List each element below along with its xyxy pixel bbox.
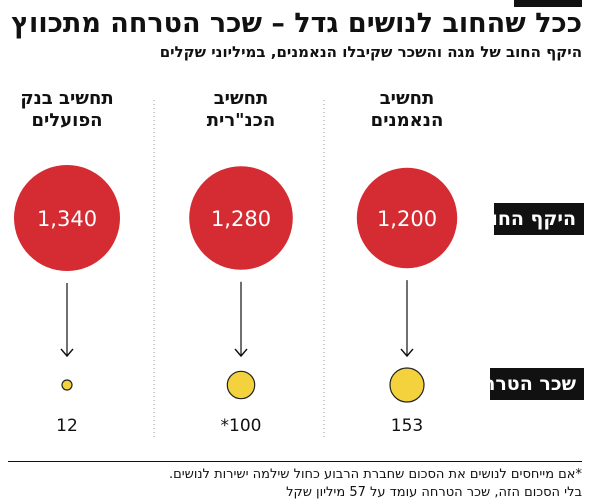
- column-header-line1: תחשיב: [213, 88, 269, 109]
- fee-bubble: [389, 367, 425, 403]
- column-header-receiver: תחשיב הכנ"רית: [176, 88, 306, 132]
- debt-bubble: [189, 166, 293, 270]
- fee-value-label: 12: [56, 416, 78, 436]
- debt-value-label: 1,200: [377, 207, 437, 231]
- column-header-line2: הכנ"רית: [206, 110, 276, 131]
- chart-subtitle: היקף החוב של מגה והשכר שקיבלו הנאמנים, ב…: [159, 43, 582, 61]
- column-header-bank-hapoalim: תחשיב בנק הפועלים: [2, 88, 132, 132]
- fee-bubble: [61, 379, 73, 391]
- column-header-line2: הפועלים: [31, 110, 103, 131]
- row-label-debt: היקף החוב: [480, 203, 584, 235]
- debt-value-label: 1,340: [37, 207, 97, 231]
- fee-value-label: *100: [221, 416, 262, 436]
- fee-value-label: 153: [391, 416, 423, 436]
- footnote-1: *אם מייחסים לנושים את הסכום שחברת הרבוע …: [168, 467, 582, 482]
- column-header-line2: הנאמנים: [370, 110, 444, 131]
- chart-title: ככל שהחוב לנושים גדל – שכר הטרחה מתכווץ: [11, 8, 582, 39]
- column-header-line1: תחשיב: [379, 88, 435, 109]
- top-accent-bar: [514, 0, 582, 7]
- footnote-divider: [8, 461, 582, 462]
- arrow-head: [400, 348, 414, 358]
- arrow-head: [234, 348, 248, 358]
- column-header-trustees: תחשיב הנאמנים: [342, 88, 472, 132]
- column-header-line1: תחשיב בנק: [20, 88, 114, 109]
- debt-bubble: [14, 165, 120, 271]
- fee-bubble: [226, 370, 256, 400]
- footnote-2: בלי הסכום הזה, שכר הטרחה עומד על 57 מילי…: [286, 485, 582, 500]
- bubble-chart: 1,200 153 1,280 *100 1,340 12: [14, 100, 458, 440]
- debt-value-label: 1,280: [211, 207, 271, 231]
- row-label-fee: שכר הטרחה: [469, 368, 584, 400]
- debt-bubble: [356, 167, 458, 269]
- arrow-head: [60, 348, 74, 358]
